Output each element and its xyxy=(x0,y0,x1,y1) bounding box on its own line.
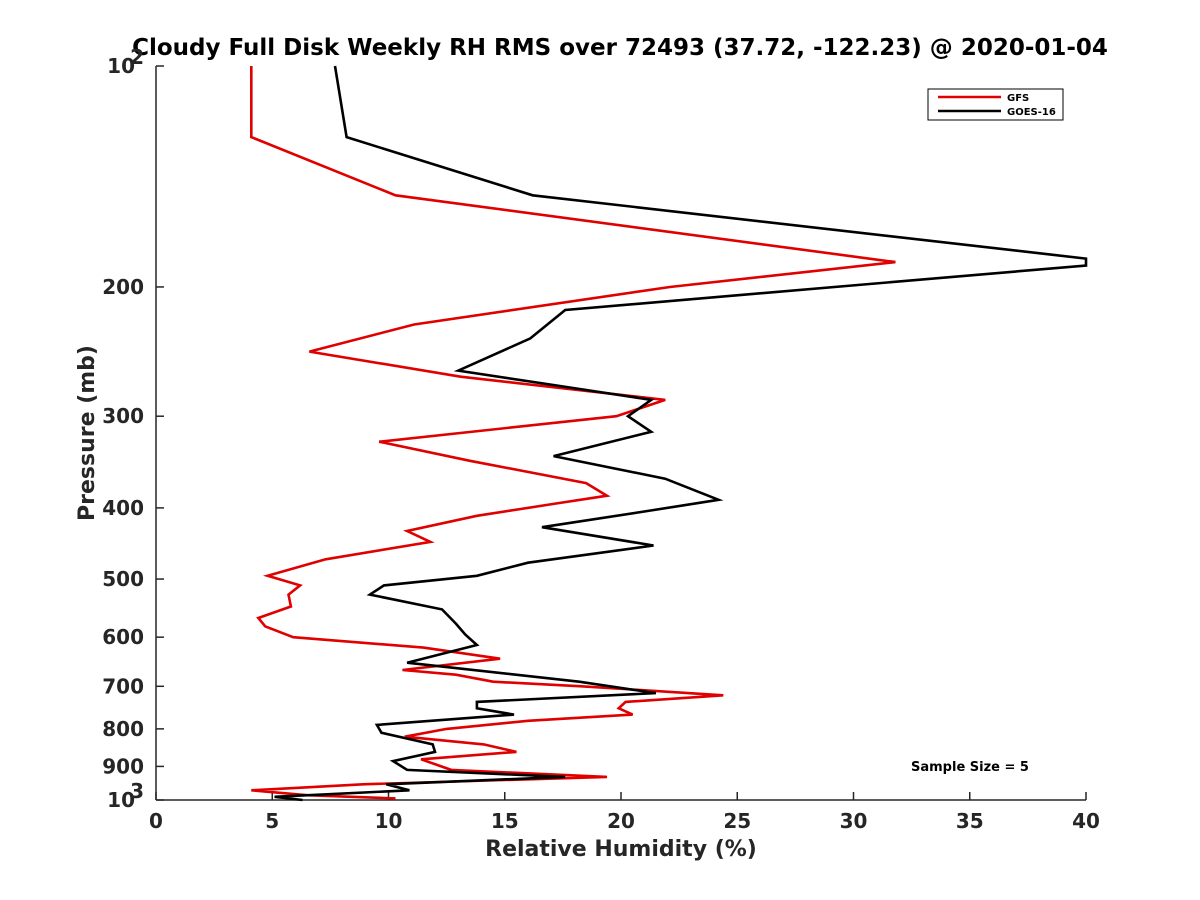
legend-label-goes-16: GOES-16 xyxy=(1007,107,1056,118)
axes: 0 5 10 15 20 25 30 35 40210200300400500600700800… xyxy=(102,45,1100,833)
y-tick-label: 200 xyxy=(102,275,144,299)
x-tick-label: 0 xyxy=(149,809,163,833)
y-tick-label: 900 xyxy=(102,754,144,778)
y-axis-label: Pressure (mb) xyxy=(75,345,100,521)
y-tick-exponent: 3 xyxy=(130,779,144,803)
y-tick-label: 800 xyxy=(102,717,144,741)
legend-label-gfs: GFS xyxy=(1007,93,1029,104)
chart-title: Cloudy Full Disk Weekly RH RMS over 7249… xyxy=(132,35,1108,61)
x-tick-label: 25 xyxy=(723,809,751,833)
y-tick-label: 310 xyxy=(107,779,144,812)
y-tick-label: 300 xyxy=(102,404,144,428)
x-tick-label: 10 xyxy=(375,809,403,833)
legend: GFS GOES-16 xyxy=(927,88,1064,121)
x-tick-label: 30 xyxy=(840,809,868,833)
y-tick-base: 10 xyxy=(107,54,135,78)
y-tick-label: 210 xyxy=(107,45,144,78)
y-tick-label: 700 xyxy=(102,674,144,698)
x-axis-label: Relative Humidity (%) xyxy=(485,837,757,862)
series-line-goes-16 xyxy=(274,65,1088,802)
y-tick-base: 10 xyxy=(107,788,135,812)
y-tick-exponent: 2 xyxy=(130,45,144,69)
sample-size-annotation: Sample Size = 5 xyxy=(911,760,1029,775)
x-tick-label: 35 xyxy=(956,809,984,833)
series-lines xyxy=(250,65,1088,802)
x-tick-label: 20 xyxy=(607,809,635,833)
x-tick-label: 40 xyxy=(1072,809,1100,833)
x-tick-label: 5 xyxy=(265,809,279,833)
y-tick-label: 600 xyxy=(102,625,144,649)
legend-box xyxy=(927,88,1064,121)
y-tick-label: 400 xyxy=(102,496,144,520)
y-tick-label: 500 xyxy=(102,567,144,591)
x-tick-label: 15 xyxy=(491,809,519,833)
